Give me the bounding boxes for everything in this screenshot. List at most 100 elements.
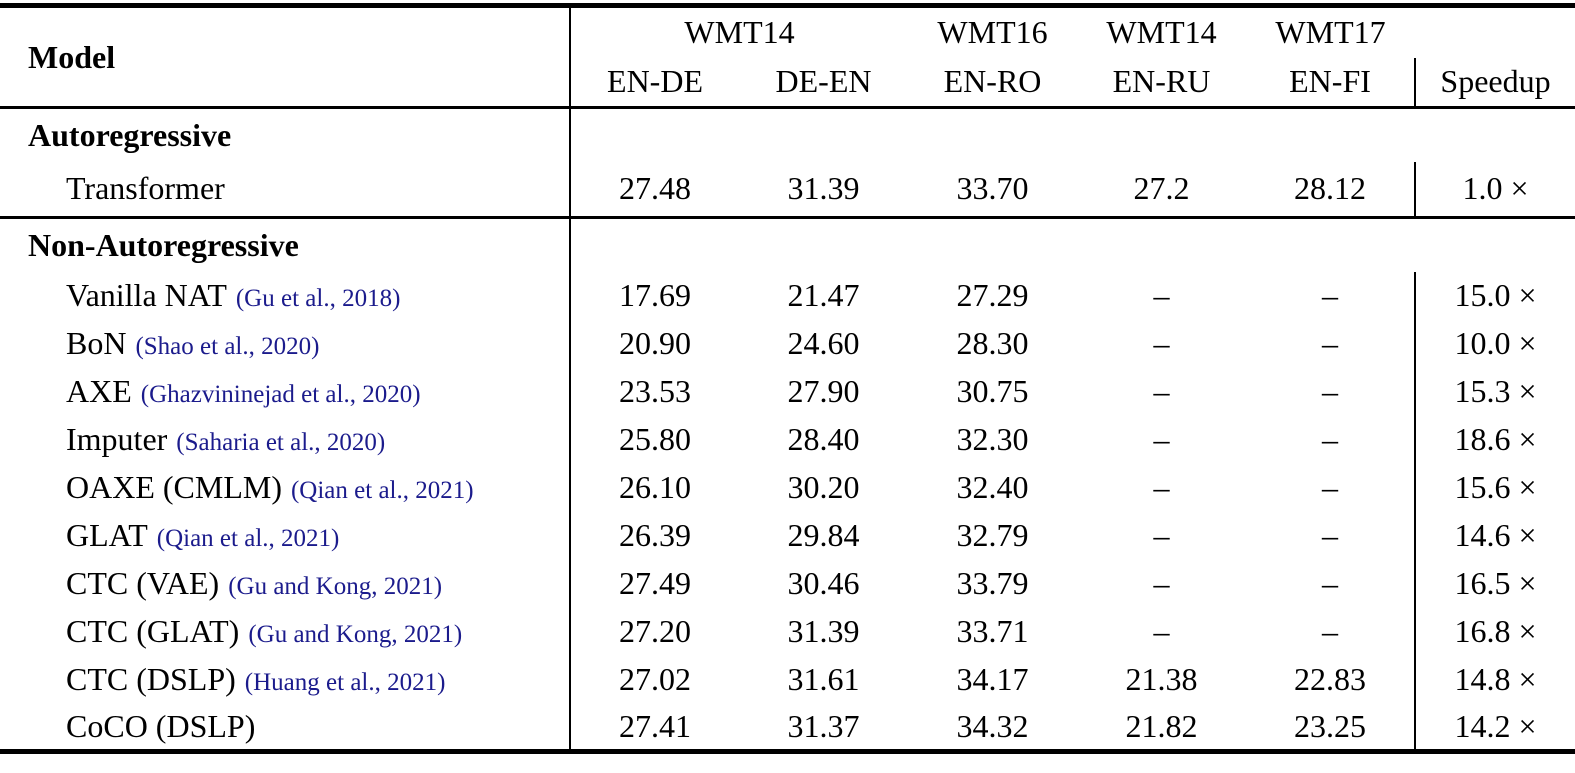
score-cell: 31.39: [787, 613, 860, 649]
score-cell: 28.30: [956, 325, 1029, 361]
score-cell: 27.2: [1077, 161, 1247, 219]
citation-link[interactable]: (Qian et al., 2021): [290, 477, 474, 504]
table-row-ctc-dslp: CTC (DSLP) (Huang et al., 2021) 27.02 31.…: [0, 655, 1575, 704]
score-cell: 27.49: [619, 565, 691, 601]
header-row-datasets: Model WMT14 WMT16 WMT14 WMT17: [0, 5, 1575, 109]
model-name: BoN: [66, 325, 127, 361]
score-cell: 17.69: [619, 277, 691, 313]
table-row-bon: BoN (Shao et al., 2020) 20.90 24.60 28.30…: [0, 319, 1575, 368]
column-header-wmt14-enru: WMT14: [1106, 14, 1217, 51]
model-cell: Imputer (Saharia et al., 2020): [0, 415, 571, 464]
model-name: Imputer: [66, 421, 168, 457]
speedup-cell: 18.6 ×: [1414, 415, 1575, 464]
column-header-de-en: DE-EN: [739, 57, 909, 109]
score-cell: 26.39: [619, 517, 691, 553]
section-empty-speedup: [1415, 108, 1575, 162]
model-name: CTC (GLAT): [66, 613, 240, 649]
model-cell: Transformer: [0, 161, 571, 219]
model-cell: CTC (DSLP) (Huang et al., 2021): [0, 655, 571, 704]
score-cell: 28.12: [1246, 161, 1416, 219]
model-cell: CoCO (DSLP): [0, 703, 571, 752]
score-cell: 23.25: [1294, 707, 1367, 744]
score-cell: 34.32: [956, 707, 1029, 744]
score-cell: 27.29: [956, 277, 1029, 313]
column-header-en-ru: EN-RU: [1077, 57, 1247, 109]
score-cell: 20.90: [619, 325, 691, 361]
score-cell: –: [1322, 373, 1339, 409]
score-cell: 31.61: [787, 661, 860, 697]
score-cell: –: [1322, 469, 1339, 505]
score-cell: 33.70: [908, 161, 1078, 219]
speedup-cell: 15.0 ×: [1414, 271, 1575, 320]
citation-link[interactable]: (Huang et al., 2021): [244, 669, 446, 696]
score-cell: –: [1153, 565, 1170, 601]
score-cell: –: [1322, 517, 1339, 553]
citation-link[interactable]: (Qian et al., 2021): [156, 525, 340, 552]
score-cell: 29.84: [787, 517, 860, 553]
citation-link[interactable]: [255, 716, 264, 743]
section-empty-speedup: [1415, 218, 1575, 272]
model-cell: CTC (VAE) (Gu and Kong, 2021): [0, 559, 571, 608]
speedup-cell: 15.6 ×: [1414, 463, 1575, 512]
score-cell: 32.30: [956, 421, 1029, 457]
citation-link[interactable]: (Gu et al., 2018): [235, 285, 401, 312]
score-cell: –: [1153, 517, 1170, 553]
header-speedup-spacer: [1415, 6, 1575, 58]
model-name: Transformer: [66, 170, 225, 207]
score-cell: 27.20: [619, 613, 691, 649]
speedup-cell: 1.0 ×: [1414, 161, 1575, 219]
citation-link[interactable]: (Ghazvininejad et al., 2020): [140, 381, 421, 408]
section-empty-cells: [570, 108, 1415, 162]
model-name: GLAT: [66, 517, 148, 553]
score-cell: 24.60: [787, 325, 860, 361]
score-cell: 26.10: [619, 469, 691, 505]
score-cell: –: [1153, 277, 1170, 313]
score-cell: 27.41: [619, 707, 691, 744]
column-header-en-ro: EN-RO: [908, 57, 1078, 109]
column-header-wmt16-enro: WMT16: [937, 14, 1048, 51]
score-cell: –: [1322, 613, 1339, 649]
table-row-oaxe-cmlm: OAXE (CMLM) (Qian et al., 2021) 26.10 30.…: [0, 463, 1575, 512]
score-cell: 27.02: [619, 661, 691, 697]
score-cell: 27.48: [570, 161, 739, 219]
score-cell: 32.40: [956, 469, 1029, 505]
score-cell: –: [1322, 325, 1339, 361]
citation-link[interactable]: [225, 178, 234, 205]
score-cell: 31.37: [787, 707, 860, 744]
speedup-cell: 16.5 ×: [1414, 559, 1575, 608]
score-cell: 34.17: [956, 661, 1029, 697]
citation-link[interactable]: (Shao et al., 2020): [135, 333, 320, 360]
section-row-non-autoregressive: Non-Autoregressive: [0, 217, 1575, 272]
score-cell: –: [1153, 613, 1170, 649]
speedup-cell: 15.3 ×: [1414, 367, 1575, 416]
score-cell: 30.75: [956, 373, 1029, 409]
model-name: CTC (DSLP): [66, 661, 236, 697]
column-header-en-fi: EN-FI: [1246, 57, 1416, 109]
score-cell: –: [1322, 565, 1339, 601]
score-cell: 21.38: [1125, 661, 1198, 697]
score-cell: 27.90: [787, 373, 860, 409]
column-header-speedup: Speedup: [1414, 57, 1575, 109]
citation-link[interactable]: (Gu and Kong, 2021): [228, 573, 443, 600]
section-row-autoregressive: Autoregressive: [0, 107, 1575, 162]
table-row-vanilla-nat: Vanilla NAT (Gu et al., 2018) 17.69 21.47…: [0, 271, 1575, 320]
table-row-ctc-vae: CTC (VAE) (Gu and Kong, 2021) 27.49 30.46…: [0, 559, 1575, 608]
column-header-en-de: EN-DE: [570, 57, 739, 109]
score-cell: –: [1153, 373, 1170, 409]
score-cell: 31.39: [739, 161, 909, 219]
citation-link[interactable]: (Saharia et al., 2020): [176, 429, 386, 456]
section-empty-cells: [570, 218, 1415, 272]
speedup-cell: 14.8 ×: [1414, 655, 1575, 704]
score-cell: –: [1153, 421, 1170, 457]
section-title: Non-Autoregressive: [0, 217, 571, 272]
score-cell: –: [1153, 469, 1170, 505]
score-cell: 33.71: [956, 613, 1029, 649]
score-cell: 21.47: [787, 277, 860, 313]
score-cell: 25.80: [619, 421, 691, 457]
table-row-coco-dslp: CoCO (DSLP) 27.41 31.37 34.32 21.82 23.2…: [0, 703, 1575, 752]
citation-link[interactable]: (Gu and Kong, 2021): [248, 621, 463, 648]
score-cell: 30.46: [787, 565, 860, 601]
column-header-wmt14-ende: WMT14: [684, 14, 795, 51]
score-cell: 21.82: [1125, 707, 1198, 744]
model-name: OAXE (CMLM): [66, 469, 282, 505]
